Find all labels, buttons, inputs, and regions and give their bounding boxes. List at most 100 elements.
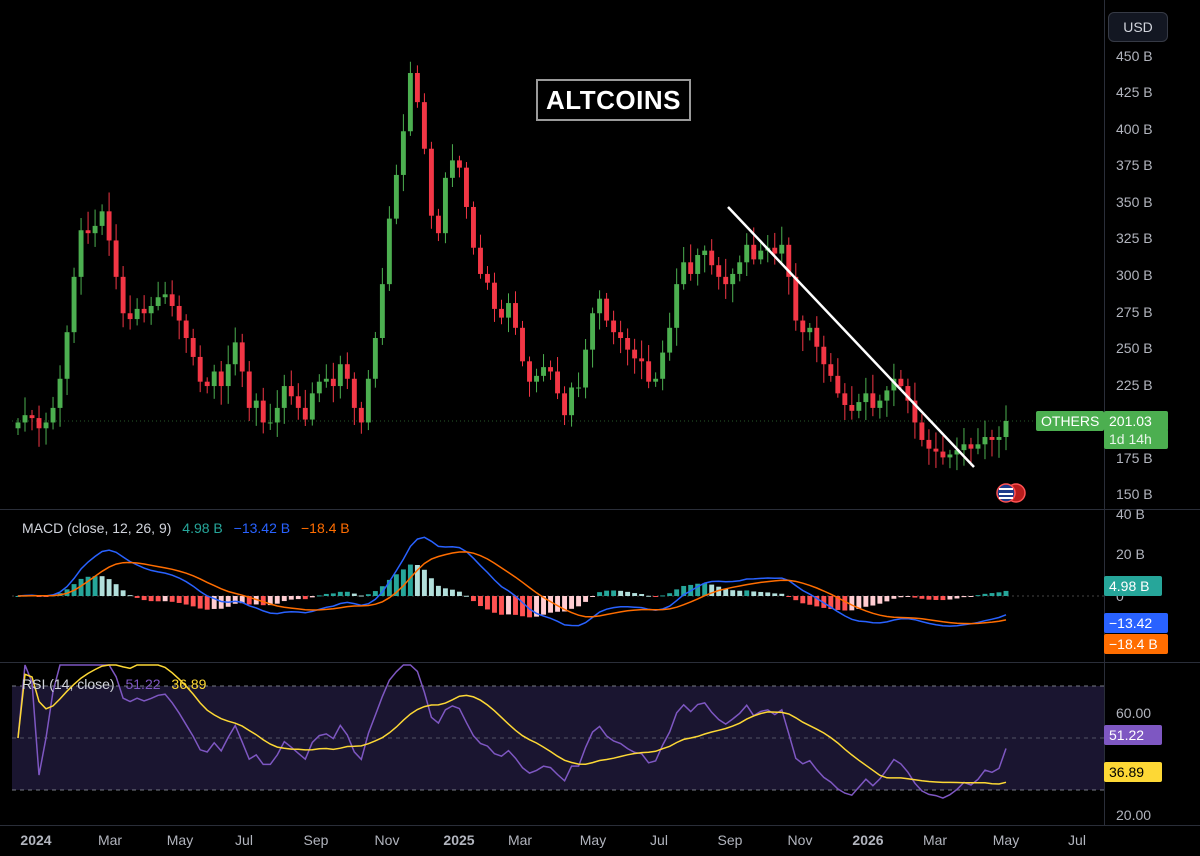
macd-histogram-bar xyxy=(85,576,91,596)
macd-histogram-bar xyxy=(758,591,764,596)
chart-title-box: ALTCOINS xyxy=(536,79,691,121)
macd-line xyxy=(17,536,1007,627)
currency-button[interactable]: USD xyxy=(1108,12,1168,42)
us-flag-events-icon[interactable] xyxy=(996,483,1026,503)
candle-up xyxy=(695,255,701,274)
rsi-tick: 60.00 xyxy=(1116,705,1151,721)
macd-histogram-bar xyxy=(835,596,841,610)
macd-histogram-bar xyxy=(281,596,287,602)
candle-up xyxy=(50,407,56,423)
candle-up xyxy=(99,211,105,226)
macd-histogram-bar xyxy=(947,596,953,600)
candle-up xyxy=(337,364,343,387)
candle-up xyxy=(379,284,385,339)
time-label-year: 2024 xyxy=(20,832,51,848)
macd-histogram-bar xyxy=(148,596,154,602)
macd-histogram-bar xyxy=(583,596,589,602)
macd-label: MACD (close, 12, 26, 9) xyxy=(22,520,172,536)
rsi-ma-value: 36.89 xyxy=(171,676,207,692)
macd-histogram-bar xyxy=(295,596,301,600)
candle-down xyxy=(421,102,427,149)
candle-up xyxy=(43,422,49,429)
macd-histogram-bar xyxy=(393,574,399,596)
candle-down xyxy=(127,313,133,320)
macd-histogram-bar xyxy=(590,596,596,597)
candle-up xyxy=(211,371,217,387)
candle-up xyxy=(506,303,511,318)
candle-up xyxy=(155,297,161,306)
macd-histogram-bar xyxy=(933,596,939,600)
downtrend-line[interactable] xyxy=(727,206,975,468)
candle-up xyxy=(856,402,862,411)
macd-histogram-bar xyxy=(428,578,434,596)
candle-up xyxy=(267,422,273,424)
price-tick: 275 B xyxy=(1116,304,1153,320)
price-axis[interactable]: 450 B 425 B 400 B 375 B 350 B 325 B 300 … xyxy=(1116,48,1153,502)
time-label: Mar xyxy=(923,832,947,848)
price-tick: 300 B xyxy=(1116,267,1153,283)
chart-title: ALTCOINS xyxy=(546,84,681,115)
macd-histogram-bar xyxy=(499,596,504,615)
macd-histogram-bar xyxy=(197,596,203,609)
macd-histogram-bar xyxy=(506,596,511,615)
candle-up xyxy=(807,327,813,333)
candle-down xyxy=(169,294,175,306)
macd-histogram-bar xyxy=(975,595,981,597)
macd-histogram-bar xyxy=(106,579,112,596)
candle-down xyxy=(260,400,266,423)
macd-histogram-bar xyxy=(127,595,133,597)
macd-histogram-bar xyxy=(78,578,84,596)
candle-down xyxy=(464,167,469,207)
candle-up xyxy=(15,422,21,429)
rsi-line xyxy=(17,664,1007,799)
candle-down xyxy=(940,451,946,458)
macd-histogram-bar xyxy=(435,585,441,596)
macd-histogram-bar xyxy=(471,596,476,602)
macd-histogram-bar xyxy=(632,593,638,596)
candle-down xyxy=(625,338,631,350)
candle-up xyxy=(162,294,168,298)
macd-histogram-bar xyxy=(386,579,392,596)
candle-down xyxy=(527,361,532,382)
macd-histogram-bar xyxy=(709,584,715,596)
candle-up xyxy=(400,131,406,175)
candle-down xyxy=(499,308,504,318)
last-price-badge: 201.03 B xyxy=(1104,411,1168,449)
candle-down xyxy=(113,240,119,277)
macd-histogram-bar xyxy=(478,596,483,607)
time-axis[interactable]: 2024 Mar May Jul Sep Nov 2025 Mar May Ju… xyxy=(20,832,1086,848)
macd-histogram-bar xyxy=(555,596,560,612)
macd-histogram-bar xyxy=(912,596,918,598)
candle-down xyxy=(646,361,652,382)
candle-down xyxy=(688,262,694,274)
candles-layer xyxy=(15,61,1009,471)
macd-histogram-bar xyxy=(940,596,946,601)
candle-down xyxy=(898,378,904,387)
macd-histogram-bar xyxy=(520,596,525,617)
candle-down xyxy=(520,327,525,362)
symbol-badge: OTHERS xyxy=(1036,411,1105,431)
candle-down xyxy=(716,265,722,277)
candle-down xyxy=(197,356,203,382)
candle-up xyxy=(569,387,575,416)
candle-down xyxy=(926,439,932,449)
rsi-legend[interactable]: RSI (14, close) 51.22 36.89 xyxy=(22,676,213,692)
macd-histogram-bar xyxy=(772,593,778,596)
candle-up xyxy=(386,218,392,285)
macd-histogram-bar xyxy=(400,569,406,596)
macd-histogram-bar xyxy=(996,592,1002,596)
candle-down xyxy=(288,386,294,397)
macd-signal-badge: −18.4 B xyxy=(1104,634,1168,654)
candle-up xyxy=(281,386,287,408)
macd-legend[interactable]: MACD (close, 12, 26, 9) 4.98 B −13.42 B … xyxy=(22,520,357,536)
candle-up xyxy=(947,454,953,458)
macd-histogram-bar xyxy=(288,596,294,600)
countdown-badge: 1d 14h xyxy=(1104,429,1168,449)
candle-down xyxy=(555,371,560,394)
macd-histogram-bar xyxy=(267,596,273,606)
candle-down xyxy=(478,247,483,274)
macd-histogram-bar xyxy=(674,589,680,596)
macd-histogram-bar xyxy=(527,596,532,618)
macd-histogram-bar xyxy=(842,596,848,611)
